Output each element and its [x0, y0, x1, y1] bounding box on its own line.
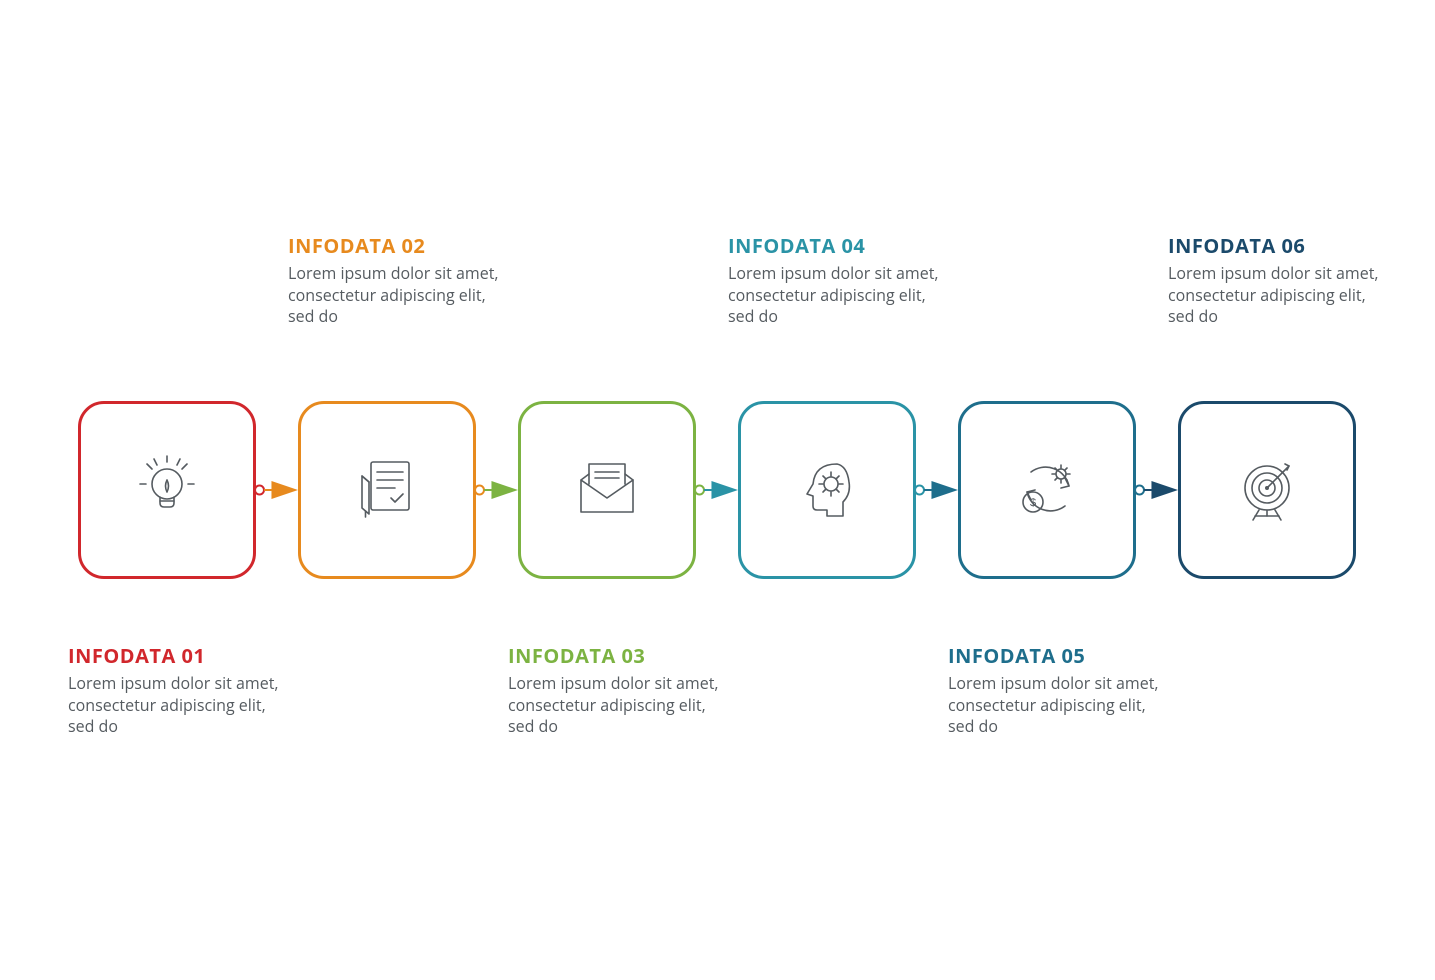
connector-05-06: [1134, 475, 1180, 505]
connector-01-02: [254, 475, 300, 505]
step-box-06: [1178, 401, 1356, 579]
connector-03-04: [694, 475, 740, 505]
caption-desc-02: Lorem ipsum dolor sit amet, consectetur …: [288, 263, 508, 328]
caption-title-02: INFODATA 02: [288, 232, 508, 259]
money-cycle-icon: $: [1007, 450, 1087, 530]
step-box-05: $: [958, 401, 1136, 579]
connector-02-03: [474, 475, 520, 505]
caption-title-05: INFODATA 05: [948, 642, 1168, 669]
target-icon: [1227, 450, 1307, 530]
caption-title-01: INFODATA 01: [68, 642, 288, 669]
caption-title-03: INFODATA 03: [508, 642, 728, 669]
caption-desc-06: Lorem ipsum dolor sit amet, consectetur …: [1168, 263, 1388, 328]
infographic-stage: INFODATA 01 Lorem ipsum dolor sit amet, c…: [0, 0, 1435, 980]
clipboard-icon: [347, 450, 427, 530]
caption-desc-01: Lorem ipsum dolor sit amet, consectetur …: [68, 673, 288, 738]
caption-05: INFODATA 05 Lorem ipsum dolor sit amet, c…: [948, 642, 1168, 738]
caption-desc-05: Lorem ipsum dolor sit amet, consectetur …: [948, 673, 1168, 738]
caption-06: INFODATA 06 Lorem ipsum dolor sit amet, c…: [1168, 232, 1388, 328]
step-box-03: [518, 401, 696, 579]
connector-04-05: [914, 475, 960, 505]
svg-text:$: $: [1030, 497, 1036, 509]
caption-desc-03: Lorem ipsum dolor sit amet, consectetur …: [508, 673, 728, 738]
caption-desc-04: Lorem ipsum dolor sit amet, consectetur …: [728, 263, 948, 328]
caption-title-04: INFODATA 04: [728, 232, 948, 259]
head-gear-icon: [787, 450, 867, 530]
step-box-04: [738, 401, 916, 579]
caption-title-06: INFODATA 06: [1168, 232, 1388, 259]
step-box-01: [78, 401, 256, 579]
envelope-icon: [567, 450, 647, 530]
caption-01: INFODATA 01 Lorem ipsum dolor sit amet, c…: [68, 642, 288, 738]
caption-02: INFODATA 02 Lorem ipsum dolor sit amet, c…: [288, 232, 508, 328]
caption-04: INFODATA 04 Lorem ipsum dolor sit amet, c…: [728, 232, 948, 328]
step-box-02: [298, 401, 476, 579]
caption-03: INFODATA 03 Lorem ipsum dolor sit amet, c…: [508, 642, 728, 738]
lightbulb-icon: [127, 450, 207, 530]
